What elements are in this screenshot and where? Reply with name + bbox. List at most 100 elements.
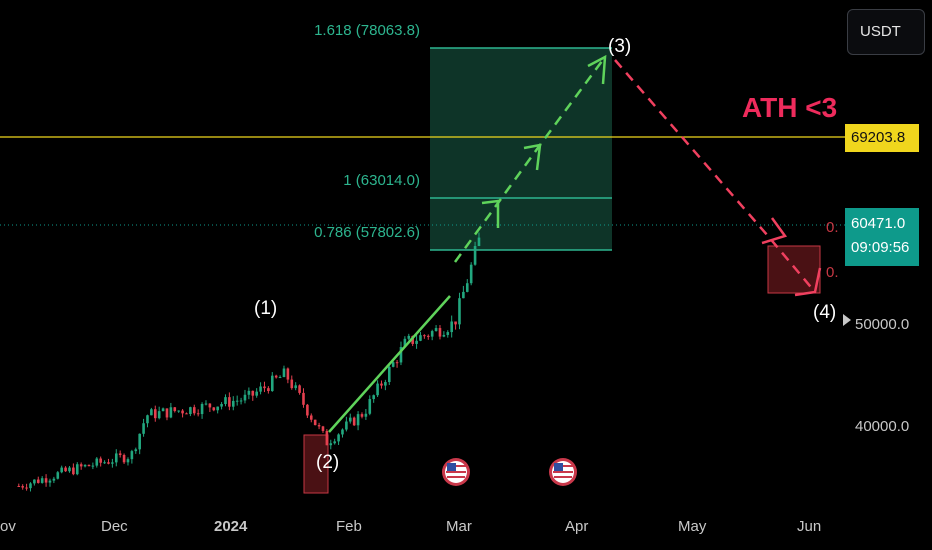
time-label: Feb	[336, 518, 362, 535]
candle-body	[181, 410, 184, 414]
us-flag-event-icon[interactable]	[549, 458, 577, 486]
candle-body	[150, 409, 153, 416]
candle-body	[48, 480, 52, 483]
candle-body	[235, 400, 239, 402]
wave4-projection-dashed	[614, 59, 816, 293]
candle-body	[430, 331, 434, 337]
candle-body	[333, 441, 336, 444]
candle-body	[189, 407, 192, 415]
candle-body	[169, 407, 173, 418]
candle-body	[298, 385, 301, 393]
partial-price-label: 0.	[826, 264, 839, 281]
candle-body	[212, 407, 216, 411]
ath-annotation: ATH <3	[742, 92, 838, 123]
candle-body	[44, 478, 48, 483]
candle-body	[372, 395, 375, 400]
candle-body	[465, 283, 469, 292]
candle-body	[220, 404, 223, 407]
candle-body	[216, 406, 219, 411]
candle-body	[426, 335, 430, 337]
candle-body	[243, 394, 247, 401]
candle-body	[83, 464, 87, 467]
candle-body	[200, 404, 204, 415]
candle-body	[309, 415, 313, 420]
candle-body	[95, 458, 99, 466]
price-tick-40000: 40000.0	[855, 418, 910, 435]
candle-body	[337, 434, 340, 442]
candle-body	[192, 407, 196, 414]
candle-body	[36, 479, 40, 483]
wave2-box	[303, 434, 329, 494]
candle-body	[274, 375, 278, 378]
candle-body	[270, 375, 274, 392]
time-label: Dec	[101, 518, 128, 535]
candle-body	[462, 291, 465, 299]
candle-body	[146, 415, 149, 424]
candle-body	[72, 467, 75, 475]
candle-body	[345, 421, 348, 430]
us-flag-event-icon[interactable]	[442, 458, 470, 486]
candle-body	[165, 408, 169, 418]
candle-body	[376, 383, 379, 396]
candle-body	[68, 467, 71, 472]
candle-body	[239, 400, 243, 402]
candle-body	[228, 397, 231, 407]
candle-body	[138, 433, 141, 450]
candle-body	[442, 334, 446, 337]
candle-body	[107, 462, 110, 464]
candle-body	[157, 411, 161, 419]
candle-body	[477, 237, 481, 247]
candle-body	[469, 264, 473, 284]
candle-body	[75, 464, 79, 475]
candle-body	[329, 443, 333, 446]
candle-body	[177, 410, 180, 412]
candles-group	[17, 232, 481, 492]
wave-3-label: (3)	[608, 36, 632, 57]
last-price-tag: 60471.0 09:09:56	[845, 208, 919, 266]
candle-body	[313, 419, 317, 426]
candle-body	[161, 408, 165, 412]
candle-body	[64, 467, 67, 472]
candle-body	[403, 338, 407, 348]
time-label: Apr	[565, 518, 589, 535]
candle-body	[415, 340, 418, 344]
candle-body	[118, 453, 122, 455]
time-label: May	[678, 518, 707, 535]
candle-body	[25, 487, 28, 489]
candle-body	[411, 335, 414, 344]
candle-body	[247, 390, 251, 395]
candle-body	[387, 366, 391, 383]
fib-label-1: 1 (63014.0)	[343, 172, 420, 189]
candle-body	[224, 397, 227, 405]
candle-body	[290, 379, 294, 389]
projection-arrow-head-2	[523, 143, 542, 171]
candle-body	[17, 486, 21, 487]
candle-body	[434, 328, 438, 332]
partial-price-label: 0.	[826, 219, 839, 236]
candle-body	[302, 392, 305, 405]
candle-body	[473, 246, 477, 265]
candle-body	[364, 413, 368, 417]
candle-body	[40, 478, 44, 483]
candle-body	[356, 414, 360, 426]
wave4-arrow-head-1	[761, 217, 788, 245]
candle-body	[321, 426, 325, 431]
candle-body	[438, 328, 442, 337]
candle-body	[79, 464, 83, 467]
candle-body	[56, 472, 60, 479]
candle-body	[286, 368, 290, 380]
candle-body	[153, 409, 157, 419]
wave3-projection-dashed	[453, 56, 607, 263]
candle-body	[29, 483, 32, 489]
candle-body	[407, 335, 411, 339]
candle-body	[348, 417, 352, 422]
time-label: Mar	[446, 518, 472, 535]
fib-target-zone	[430, 48, 612, 250]
candle-body	[267, 388, 270, 392]
candle-body	[395, 362, 399, 364]
currency-selector-button[interactable]: USDT	[847, 9, 925, 55]
candle-body	[255, 391, 258, 396]
projection-arrow-head-1	[481, 199, 500, 228]
candle-body	[419, 335, 422, 341]
